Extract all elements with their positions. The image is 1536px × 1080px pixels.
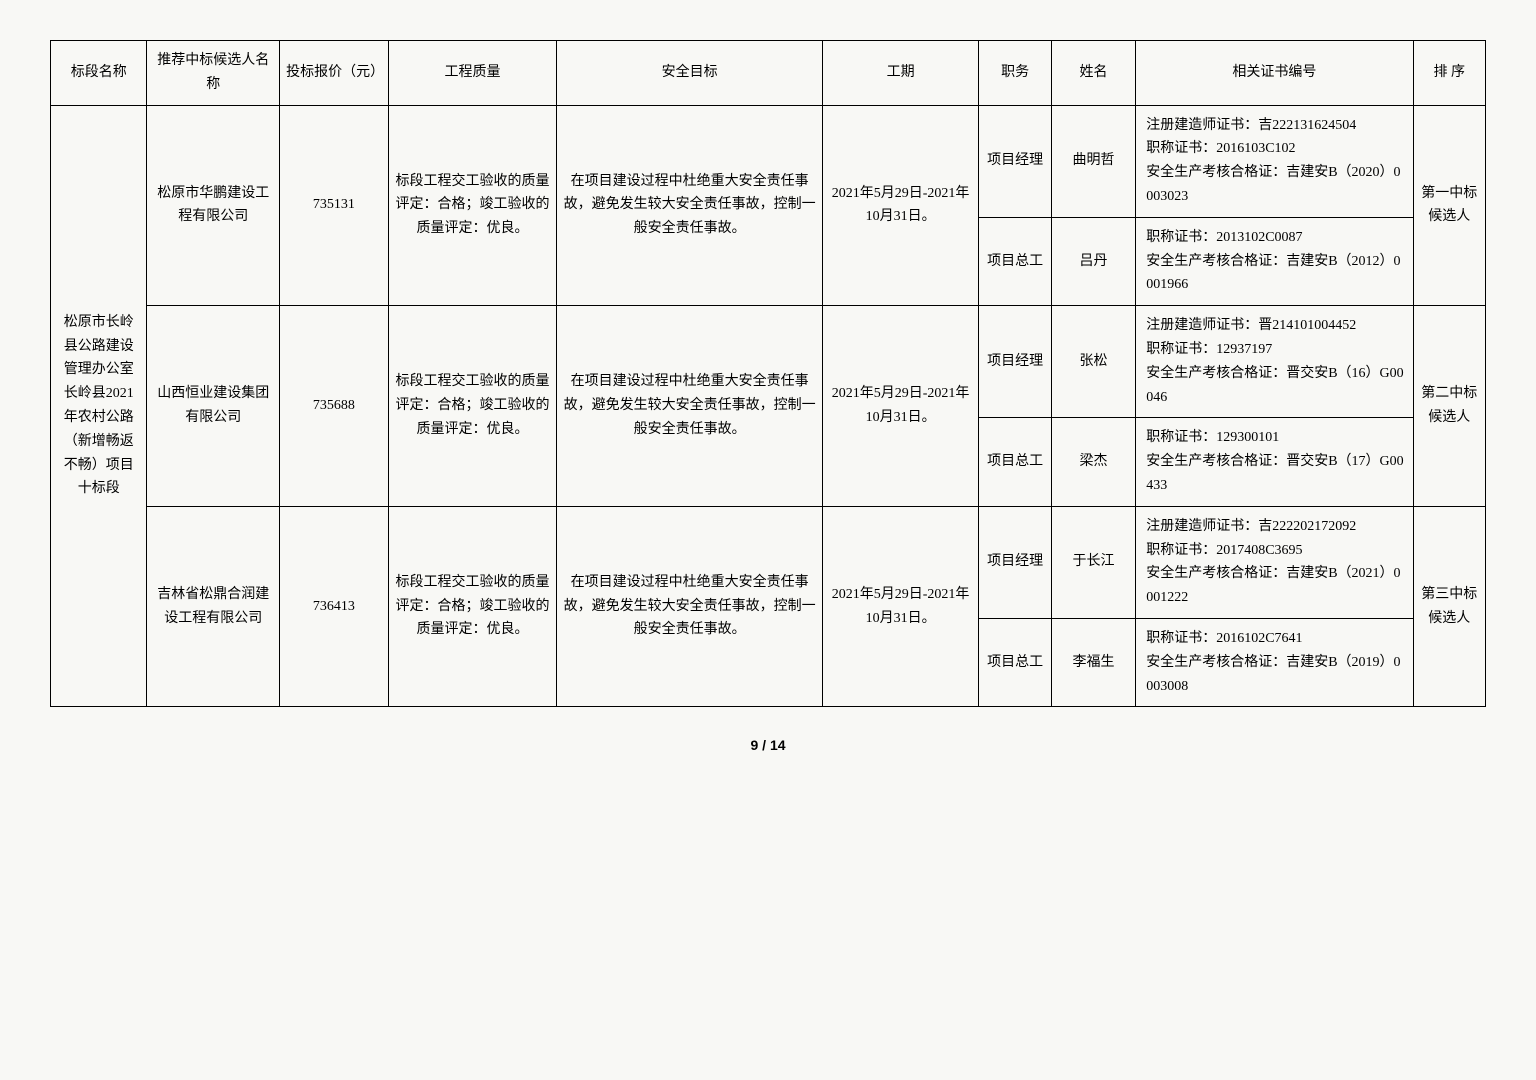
cert-cell: 注册建造师证书：晋214101004452职称证书：12937197安全生产考核… [1136,306,1413,418]
name-cell: 曲明哲 [1051,105,1135,217]
table-row: 吉林省松鼎合润建设工程有限公司 736413 标段工程交工验收的质量评定：合格；… [51,506,1486,618]
rank-cell: 第三中标候选人 [1413,506,1485,707]
cert-cell: 注册建造师证书：吉222131624504职称证书：2016103C102安全生… [1136,105,1413,217]
header-safety: 安全目标 [557,41,822,106]
header-cert: 相关证书编号 [1136,41,1413,106]
table-row: 松原市长岭县公路建设管理办公室长岭县2021年农村公路（新增畅返不畅）项目十标段… [51,105,1486,217]
header-bid: 投标报价（元） [280,41,389,106]
name-cell: 张松 [1051,306,1135,418]
period-cell: 2021年5月29日-2021年10月31日。 [822,506,979,707]
section-name-cell: 松原市长岭县公路建设管理办公室长岭县2021年农村公路（新增畅返不畅）项目十标段 [51,105,147,707]
table-row: 山西恒业建设集团有限公司 735688 标段工程交工验收的质量评定：合格；竣工验… [51,306,1486,418]
safety-cell: 在项目建设过程中杜绝重大安全责任事故，避免发生较大安全责任事故，控制一般安全责任… [557,306,822,507]
name-cell: 梁杰 [1051,418,1135,506]
bid-cell: 736413 [280,506,389,707]
safety-cell: 在项目建设过程中杜绝重大安全责任事故，避免发生较大安全责任事故，控制一般安全责任… [557,105,822,306]
quality-cell: 标段工程交工验收的质量评定：合格；竣工验收的质量评定：优良。 [388,105,557,306]
quality-cell: 标段工程交工验收的质量评定：合格；竣工验收的质量评定：优良。 [388,506,557,707]
name-cell: 李福生 [1051,618,1135,706]
cert-cell: 职称证书：2016102C7641安全生产考核合格证：吉建安B（2019）000… [1136,618,1413,706]
rank-cell: 第二中标候选人 [1413,306,1485,507]
header-role: 职务 [979,41,1051,106]
document-page: 标段名称 推荐中标候选人名称 投标报价（元） 工程质量 安全目标 工期 职务 姓… [50,40,1486,753]
bid-table: 标段名称 推荐中标候选人名称 投标报价（元） 工程质量 安全目标 工期 职务 姓… [50,40,1486,707]
role-cell: 项目总工 [979,618,1051,706]
period-cell: 2021年5月29日-2021年10月31日。 [822,306,979,507]
header-name: 姓名 [1051,41,1135,106]
role-cell: 项目经理 [979,105,1051,217]
table-body: 松原市长岭县公路建设管理办公室长岭县2021年农村公路（新增畅返不畅）项目十标段… [51,105,1486,707]
header-candidate: 推荐中标候选人名称 [147,41,280,106]
cert-cell: 职称证书：2013102C0087安全生产考核合格证：吉建安B（2012）000… [1136,217,1413,305]
header-quality: 工程质量 [388,41,557,106]
candidate-cell: 吉林省松鼎合润建设工程有限公司 [147,506,280,707]
header-section: 标段名称 [51,41,147,106]
name-cell: 于长江 [1051,506,1135,618]
safety-cell: 在项目建设过程中杜绝重大安全责任事故，避免发生较大安全责任事故，控制一般安全责任… [557,506,822,707]
cert-cell: 注册建造师证书：吉222202172092职称证书：2017408C3695安全… [1136,506,1413,618]
page-number: 9 / 14 [50,737,1486,753]
candidate-cell: 山西恒业建设集团有限公司 [147,306,280,507]
quality-cell: 标段工程交工验收的质量评定：合格；竣工验收的质量评定：优良。 [388,306,557,507]
period-cell: 2021年5月29日-2021年10月31日。 [822,105,979,306]
header-rank: 排 序 [1413,41,1485,106]
bid-cell: 735688 [280,306,389,507]
bid-cell: 735131 [280,105,389,306]
candidate-cell: 松原市华鹏建设工程有限公司 [147,105,280,306]
name-cell: 吕丹 [1051,217,1135,305]
role-cell: 项目经理 [979,506,1051,618]
role-cell: 项目总工 [979,217,1051,305]
header-period: 工期 [822,41,979,106]
role-cell: 项目总工 [979,418,1051,506]
role-cell: 项目经理 [979,306,1051,418]
cert-cell: 职称证书：129300101安全生产考核合格证：晋交安B（17）G00433 [1136,418,1413,506]
rank-cell: 第一中标候选人 [1413,105,1485,306]
header-row: 标段名称 推荐中标候选人名称 投标报价（元） 工程质量 安全目标 工期 职务 姓… [51,41,1486,106]
